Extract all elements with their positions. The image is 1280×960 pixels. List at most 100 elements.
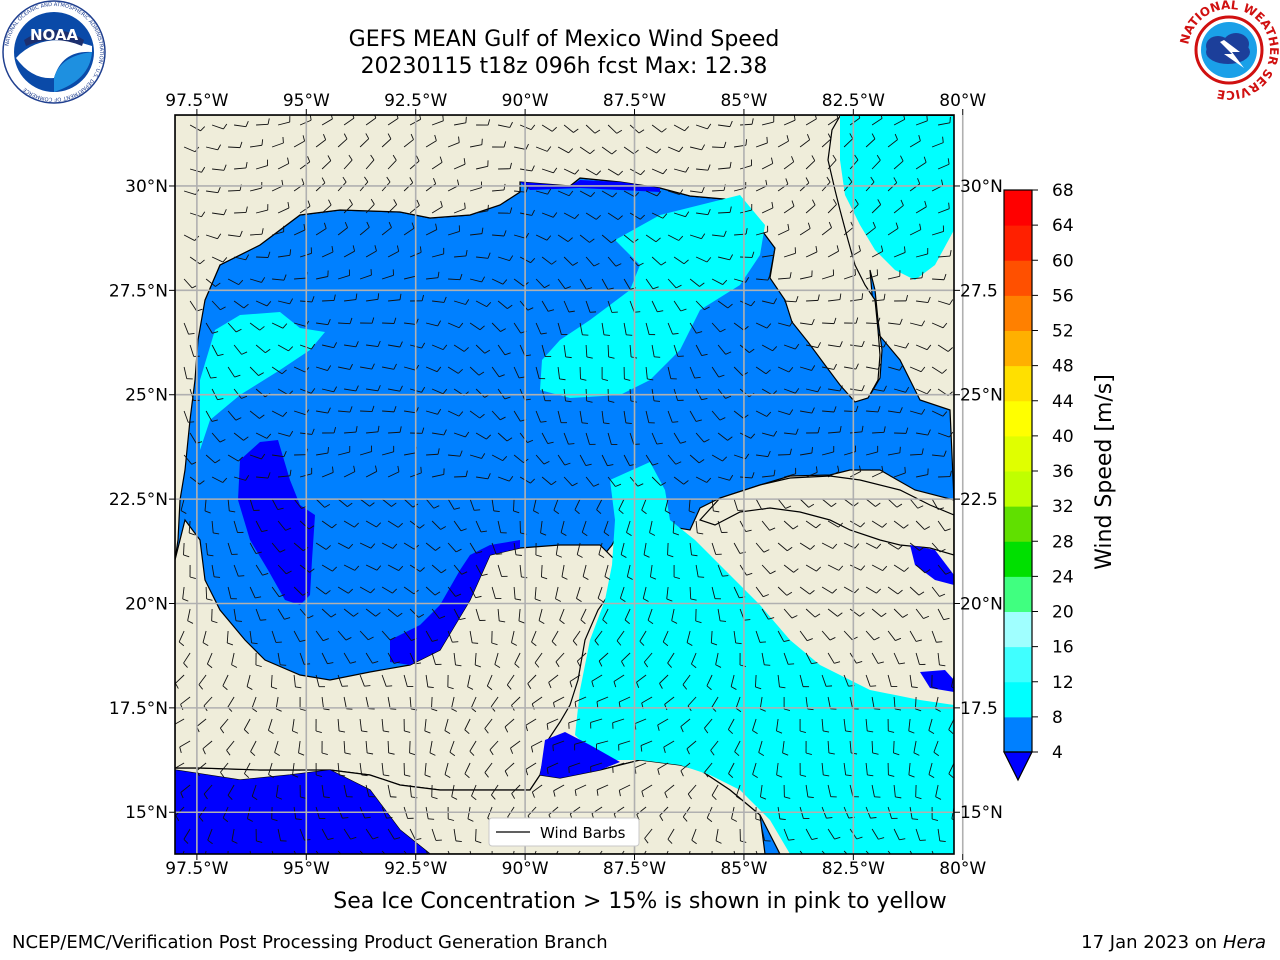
wind-barb: [211, 476, 228, 483]
wind-barb: [937, 828, 946, 843]
wind-barb: [607, 344, 615, 359]
wind-barb: [444, 718, 451, 734]
wind-barb: [534, 586, 541, 602]
wind-barb: [871, 740, 879, 755]
wind-barb: [365, 245, 377, 258]
wind-barb: [464, 762, 471, 779]
wind-barb: [541, 212, 558, 218]
wind-barb: [425, 134, 437, 148]
wind-barb: [338, 406, 353, 413]
wind-barb: [621, 652, 631, 667]
wind-barb: [454, 470, 468, 478]
wind-barb: [359, 498, 375, 507]
wind-barb: [233, 388, 248, 399]
wind-barb: [712, 230, 727, 237]
wind-barb: [204, 498, 211, 514]
wind-barb: [934, 696, 941, 712]
wind-barb: [601, 322, 610, 336]
wind-barb: [805, 564, 822, 572]
wind-barb: [717, 474, 734, 481]
colorbar-tick: 40: [1052, 427, 1074, 447]
wind-barb: [531, 784, 543, 798]
wind-barb: [387, 784, 397, 798]
wind-barb: [915, 828, 926, 841]
wind-barb: [489, 740, 499, 756]
wind-barb: [381, 674, 393, 687]
wind-barb: [453, 564, 468, 575]
wind-barb: [645, 190, 662, 197]
wind-barb: [431, 247, 445, 258]
wind-barb: [594, 630, 603, 646]
wind-barb: [916, 429, 931, 436]
wind-barb: [686, 630, 693, 646]
wind-barb: [246, 674, 253, 690]
wind-barb: [541, 300, 555, 312]
wind-barb: [755, 542, 770, 553]
wind-barb: [424, 762, 431, 778]
wind-barb: [381, 762, 390, 777]
wind-barb: [673, 256, 689, 265]
wind-barb: [667, 189, 684, 195]
wind-barb: [514, 186, 529, 193]
wind-barb: [871, 828, 885, 840]
wind-barb: [293, 135, 306, 148]
wind-barb: [231, 828, 238, 844]
wind-barb: [711, 542, 722, 555]
wind-barb: [278, 469, 292, 478]
wind-barb: [425, 674, 434, 689]
wind-barb: [894, 427, 909, 434]
wind-barb: [908, 718, 915, 734]
wind-barb: [425, 320, 442, 327]
wind-barb: [175, 806, 185, 821]
wind-barb: [821, 221, 832, 236]
wind-barb: [513, 232, 530, 239]
wind-barb: [535, 234, 552, 241]
wind-barb: [827, 652, 841, 664]
wind-barb: [256, 472, 271, 479]
wind-barb: [189, 166, 206, 173]
wind-barb: [672, 520, 680, 536]
wind-barb: [226, 740, 235, 756]
wind-barb: [255, 344, 271, 354]
wind-barb: [359, 850, 364, 854]
wind-barb: [175, 674, 185, 689]
wind-barb: [403, 133, 414, 148]
wind-barb: [931, 225, 945, 236]
wind-barb: [777, 409, 794, 416]
colorbar-segment: [1004, 611, 1032, 648]
wind-barb: [754, 674, 762, 690]
wind-barb: [321, 740, 328, 756]
footer-credit: NCEP/EMC/Verification Post Processing Pr…: [12, 932, 608, 953]
wind-barb: [271, 586, 285, 598]
wind-barb: [717, 388, 732, 399]
wind-barb: [649, 520, 656, 536]
wind-barb: [299, 696, 306, 711]
wind-barb: [448, 450, 463, 457]
wind-barb: [590, 718, 603, 729]
wind-barb: [233, 520, 244, 533]
lon-tick-bottom: 80°W: [939, 859, 986, 879]
wind-barb: [249, 366, 264, 376]
wind-barb: [453, 520, 467, 532]
wind-barb: [179, 740, 191, 753]
wind-barb: [762, 249, 776, 258]
wind-barb: [821, 718, 830, 733]
wind-barb: [799, 134, 811, 148]
wind-barb: [887, 270, 901, 280]
wind-barb: [915, 784, 922, 800]
wind-barb: [849, 520, 866, 528]
wind-barb: [909, 542, 925, 551]
wind-barb: [960, 205, 972, 213]
wind-barb: [359, 762, 368, 777]
wind-barb: [827, 696, 837, 710]
wind-barb: [474, 652, 481, 668]
wind-barb: [579, 278, 593, 290]
wind-barb: [449, 740, 456, 757]
wind-barb: [601, 366, 609, 381]
wind-barb: [321, 564, 338, 572]
wind-barb: [740, 472, 755, 479]
wind-barb: [277, 157, 290, 170]
colorbar-tick: 64: [1052, 216, 1074, 236]
lon-tick-top: 85°W: [720, 91, 767, 111]
wind-barb: [343, 608, 359, 617]
